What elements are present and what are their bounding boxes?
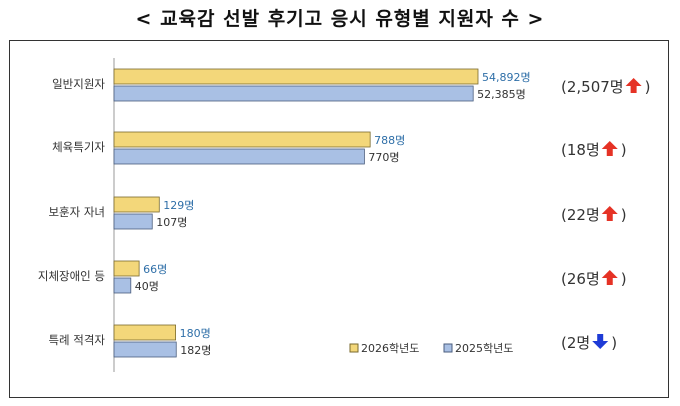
- bar-2026: [113, 196, 160, 213]
- value-label-2026: 129명: [163, 199, 194, 212]
- arrow-up-icon: [601, 141, 618, 156]
- legend-swatch-2025: [443, 343, 453, 353]
- legend: 2026학년도 2025학년도: [349, 342, 513, 355]
- bar-2025: [113, 148, 365, 165]
- bars: [113, 68, 479, 358]
- change-close: ): [611, 334, 617, 352]
- change-label: (26명: [561, 270, 600, 288]
- value-label-2025: 182명: [180, 344, 211, 357]
- bar-2025: [113, 213, 153, 230]
- legend-label-2026: 2026학년도: [361, 342, 419, 355]
- value-label-2025: 52,385명: [477, 88, 526, 101]
- value-label-2026: 66명: [143, 263, 167, 276]
- value-label-2025: 40명: [135, 280, 159, 293]
- chart-title: < 교육감 선발 후기고 응시 유형별 지원자 수 >: [135, 8, 545, 30]
- change-label: (2명: [561, 334, 590, 352]
- bar-2026: [113, 68, 479, 85]
- value-label-2025: 770명: [368, 151, 399, 164]
- change-close: ): [621, 141, 627, 159]
- change-close: ): [621, 270, 627, 288]
- category-label: 특례 적격자: [48, 333, 105, 347]
- chart-frame: [9, 40, 669, 398]
- bar-2025: [113, 277, 132, 294]
- category-label: 일반지원자: [52, 77, 105, 91]
- bar-2025: [113, 85, 474, 102]
- value-label-2026: 180명: [180, 327, 211, 340]
- value-label-2026: 54,892명: [482, 71, 531, 84]
- change-close: ): [621, 206, 627, 224]
- arrow-up-icon: [601, 206, 618, 221]
- value-label-2025: 107명: [156, 216, 187, 229]
- value-label-2026: 788명: [374, 134, 405, 147]
- change-label: (22명: [561, 206, 600, 224]
- bar-2025: [113, 341, 177, 358]
- arrow-down-icon: [592, 334, 609, 349]
- bar-2026: [113, 260, 140, 277]
- legend-label-2025: 2025학년도: [455, 342, 513, 355]
- category-label: 체육특기자: [52, 140, 105, 154]
- data-labels: 54,892명 52,385명 788명 770명 129명 107명 66명 40명 180명…: [135, 71, 531, 357]
- change-label: (2,507명: [561, 78, 624, 96]
- bar-2026: [113, 324, 176, 341]
- category-label: 지체장애인 등: [38, 269, 105, 283]
- arrow-up-icon: [625, 78, 642, 93]
- arrow-up-icon: [601, 270, 618, 285]
- change-close: ): [645, 78, 651, 96]
- category-label: 보훈자 자녀: [48, 205, 105, 219]
- bar-2026: [113, 131, 371, 148]
- change-label: (18명: [561, 141, 600, 159]
- change-annotations: (2,507명) (18명) (22명) (26명) (2명): [561, 78, 650, 352]
- legend-swatch-2026: [349, 343, 359, 353]
